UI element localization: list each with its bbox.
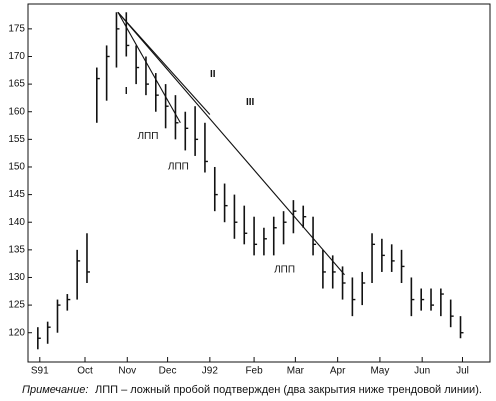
y-tick-label: 135 <box>8 244 25 255</box>
y-tick-label: 145 <box>8 189 25 200</box>
y-tick-label: 160 <box>8 106 25 117</box>
y-tick-label: 150 <box>8 162 25 173</box>
x-tick-label: May <box>370 366 389 377</box>
x-tick-label: Oct <box>77 366 93 377</box>
y-tick-label: 125 <box>8 300 25 311</box>
y-tick-label: 165 <box>8 79 25 90</box>
note: ЛПП – ложный пробой подтвержден (два зак… <box>95 384 482 396</box>
y-tick-label: 140 <box>8 217 25 228</box>
trendline-label: III <box>246 97 255 108</box>
annotation: ЛПП <box>137 131 158 142</box>
x-tick-label: J92 <box>202 366 219 377</box>
x-tick-label: S91 <box>31 366 49 377</box>
x-tick-label: Jul <box>456 366 469 377</box>
trendline <box>117 12 181 124</box>
x-tick-label: Apr <box>330 366 346 377</box>
x-tick-label: Nov <box>118 366 136 377</box>
trendline-label: I <box>125 86 128 97</box>
trendline-label: II <box>210 69 216 80</box>
x-tick-label: Dec <box>159 366 177 377</box>
x-tick-label: Mar <box>287 366 305 377</box>
y-tick-label: 155 <box>8 134 25 145</box>
annotation: ЛПП <box>168 162 189 173</box>
annotation: ЛПП <box>274 264 295 275</box>
plot-frame <box>27 3 491 363</box>
x-tick-label: Jun <box>414 366 430 377</box>
y-tick-label: 120 <box>8 327 25 338</box>
y-tick-label: 170 <box>8 51 25 62</box>
note-label: Примечание: <box>22 384 88 396</box>
y-tick-label: 175 <box>8 24 25 35</box>
trendline <box>117 11 345 276</box>
y-tick-label: 130 <box>8 272 25 283</box>
x-tick-label: Feb <box>245 366 263 377</box>
